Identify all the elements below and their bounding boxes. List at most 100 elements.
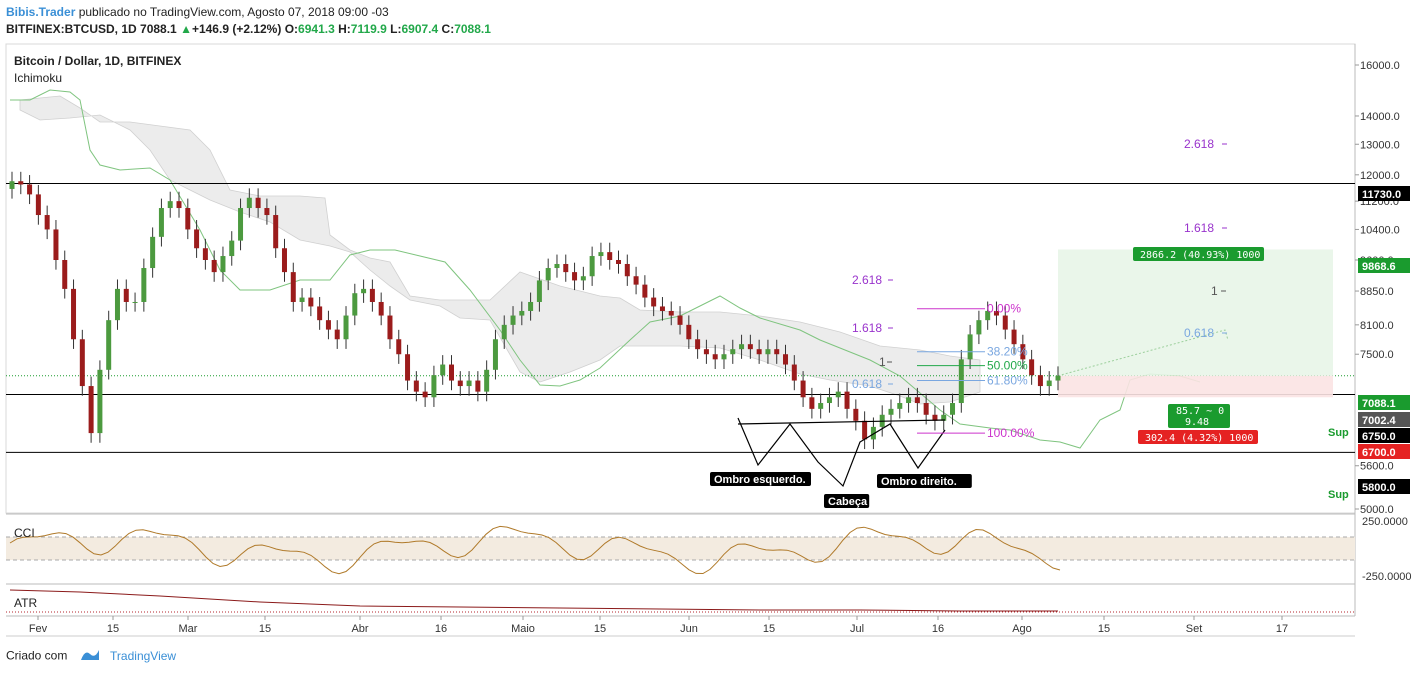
candle-up xyxy=(229,240,235,257)
fib-extension-label: 1.618 xyxy=(852,321,882,335)
candle-down xyxy=(695,339,701,350)
candle-up xyxy=(906,397,912,404)
cci-line xyxy=(9,525,1061,575)
head-shoulders-pattern xyxy=(737,417,946,488)
candle-down xyxy=(914,397,920,404)
candle-up xyxy=(888,408,894,415)
price-badge-bg xyxy=(1358,479,1410,494)
chart-title: Bitcoin / Dollar, 1D, BITFINEX xyxy=(14,54,182,68)
price-badge: 9868.6 xyxy=(1362,261,1396,273)
ratio-label-2: 9.48 xyxy=(1185,417,1209,428)
price-badge-bg xyxy=(1358,395,1410,410)
x-tick-label: 16 xyxy=(932,623,944,635)
target-label-bg xyxy=(1133,247,1264,261)
candle-up xyxy=(519,310,525,316)
tradingview-link[interactable]: TradingView xyxy=(110,648,177,663)
price-badge-bg xyxy=(1358,444,1410,459)
candle-down xyxy=(325,320,331,330)
x-tick-label: 15 xyxy=(763,623,775,635)
price-badge-bg xyxy=(1358,186,1410,201)
candle-up xyxy=(440,364,446,376)
neckline xyxy=(737,419,946,425)
tradingview-logo-icon[interactable] xyxy=(79,648,101,665)
candle-down xyxy=(659,306,665,311)
price-badge: 6700.0 xyxy=(1362,447,1396,459)
candle-down xyxy=(334,329,340,340)
candle-down xyxy=(923,403,929,415)
right-shoulder-label: Ombro direito. xyxy=(881,476,957,488)
candle-down xyxy=(71,288,77,340)
symbol: BITFINEX:BTCUSD, 1D xyxy=(6,22,137,36)
x-tick-label: Abr xyxy=(351,623,368,635)
candle-up xyxy=(132,301,138,303)
y-tick-label: 14000.0 xyxy=(1360,111,1400,123)
candle-up xyxy=(765,349,771,355)
candle-down xyxy=(35,194,41,216)
candle-down xyxy=(633,276,639,285)
candle-down xyxy=(422,391,428,398)
candle-down xyxy=(783,354,789,365)
candle-down xyxy=(290,272,296,302)
fib-level-label: 0.00% xyxy=(987,302,1021,316)
candle-down xyxy=(53,229,59,260)
candle-up xyxy=(739,344,745,350)
candle-down xyxy=(255,197,261,209)
candle-down xyxy=(202,248,208,260)
candle-down xyxy=(642,284,648,298)
price-badge-bg xyxy=(1358,412,1410,427)
fib-extension-label: 1.618 xyxy=(1184,221,1214,235)
y-tick-label: 8100.0 xyxy=(1360,320,1394,332)
fib-level-label: 61.80% xyxy=(987,374,1028,388)
candle-down xyxy=(194,229,200,249)
candle-down xyxy=(176,201,182,209)
candle-down xyxy=(18,181,24,185)
x-tick-label: Ago xyxy=(1012,623,1032,635)
candle-up xyxy=(492,339,498,370)
fib-level-label: 38.20% xyxy=(987,345,1028,359)
candle-down xyxy=(703,349,709,355)
target-label: 2866.2 (40.93%) 1000 xyxy=(1140,250,1260,261)
close-value: 7088.1 xyxy=(454,22,491,36)
head-label: Cabeça xyxy=(828,496,868,508)
candle-down xyxy=(862,420,868,440)
candle-down xyxy=(457,380,463,387)
candle-down xyxy=(185,208,191,230)
atr-label: ATR xyxy=(14,596,38,610)
candle-down xyxy=(607,252,613,260)
candle-up xyxy=(466,380,472,387)
candle-up xyxy=(589,256,595,277)
candle-down xyxy=(993,310,999,316)
last-price: 7088.1 xyxy=(140,22,177,36)
candle-up xyxy=(167,201,173,209)
candle-down xyxy=(1011,329,1017,345)
candle-up xyxy=(9,181,15,189)
fib-level-label: 100.00% xyxy=(987,426,1035,440)
x-tick-label: Set xyxy=(1186,623,1203,635)
candle-up xyxy=(941,414,947,421)
x-tick-label: 15 xyxy=(107,623,119,635)
candle-down xyxy=(668,310,674,316)
candle-up xyxy=(721,354,727,360)
price-badge-bg xyxy=(1358,258,1410,273)
candle-down xyxy=(448,364,454,381)
price-badge: 11730.0 xyxy=(1362,189,1401,201)
candle-up xyxy=(958,359,964,404)
candle-down xyxy=(308,297,314,307)
fib-extension-label: 2.618 xyxy=(1184,137,1214,151)
author-name[interactable]: Bibis.Trader xyxy=(6,5,76,19)
candle-down xyxy=(62,259,68,289)
indicator-label: Ichimoku xyxy=(14,71,63,85)
projection-line xyxy=(1057,329,1229,377)
x-tick-label: Fev xyxy=(29,623,48,635)
price-badge: 6750.0 xyxy=(1362,431,1396,443)
ohlc-line: BITFINEX:BTCUSD, 1D 7088.1 ▲+146.9 (+2.1… xyxy=(6,22,491,36)
candle-down xyxy=(844,391,850,409)
candle-up xyxy=(352,293,358,316)
candle-down xyxy=(123,288,129,302)
fib-extension-label: 1 xyxy=(879,355,886,369)
candle-up xyxy=(238,208,244,241)
candle-up xyxy=(835,391,841,398)
candle-up xyxy=(220,256,226,273)
candle-down xyxy=(932,414,938,421)
